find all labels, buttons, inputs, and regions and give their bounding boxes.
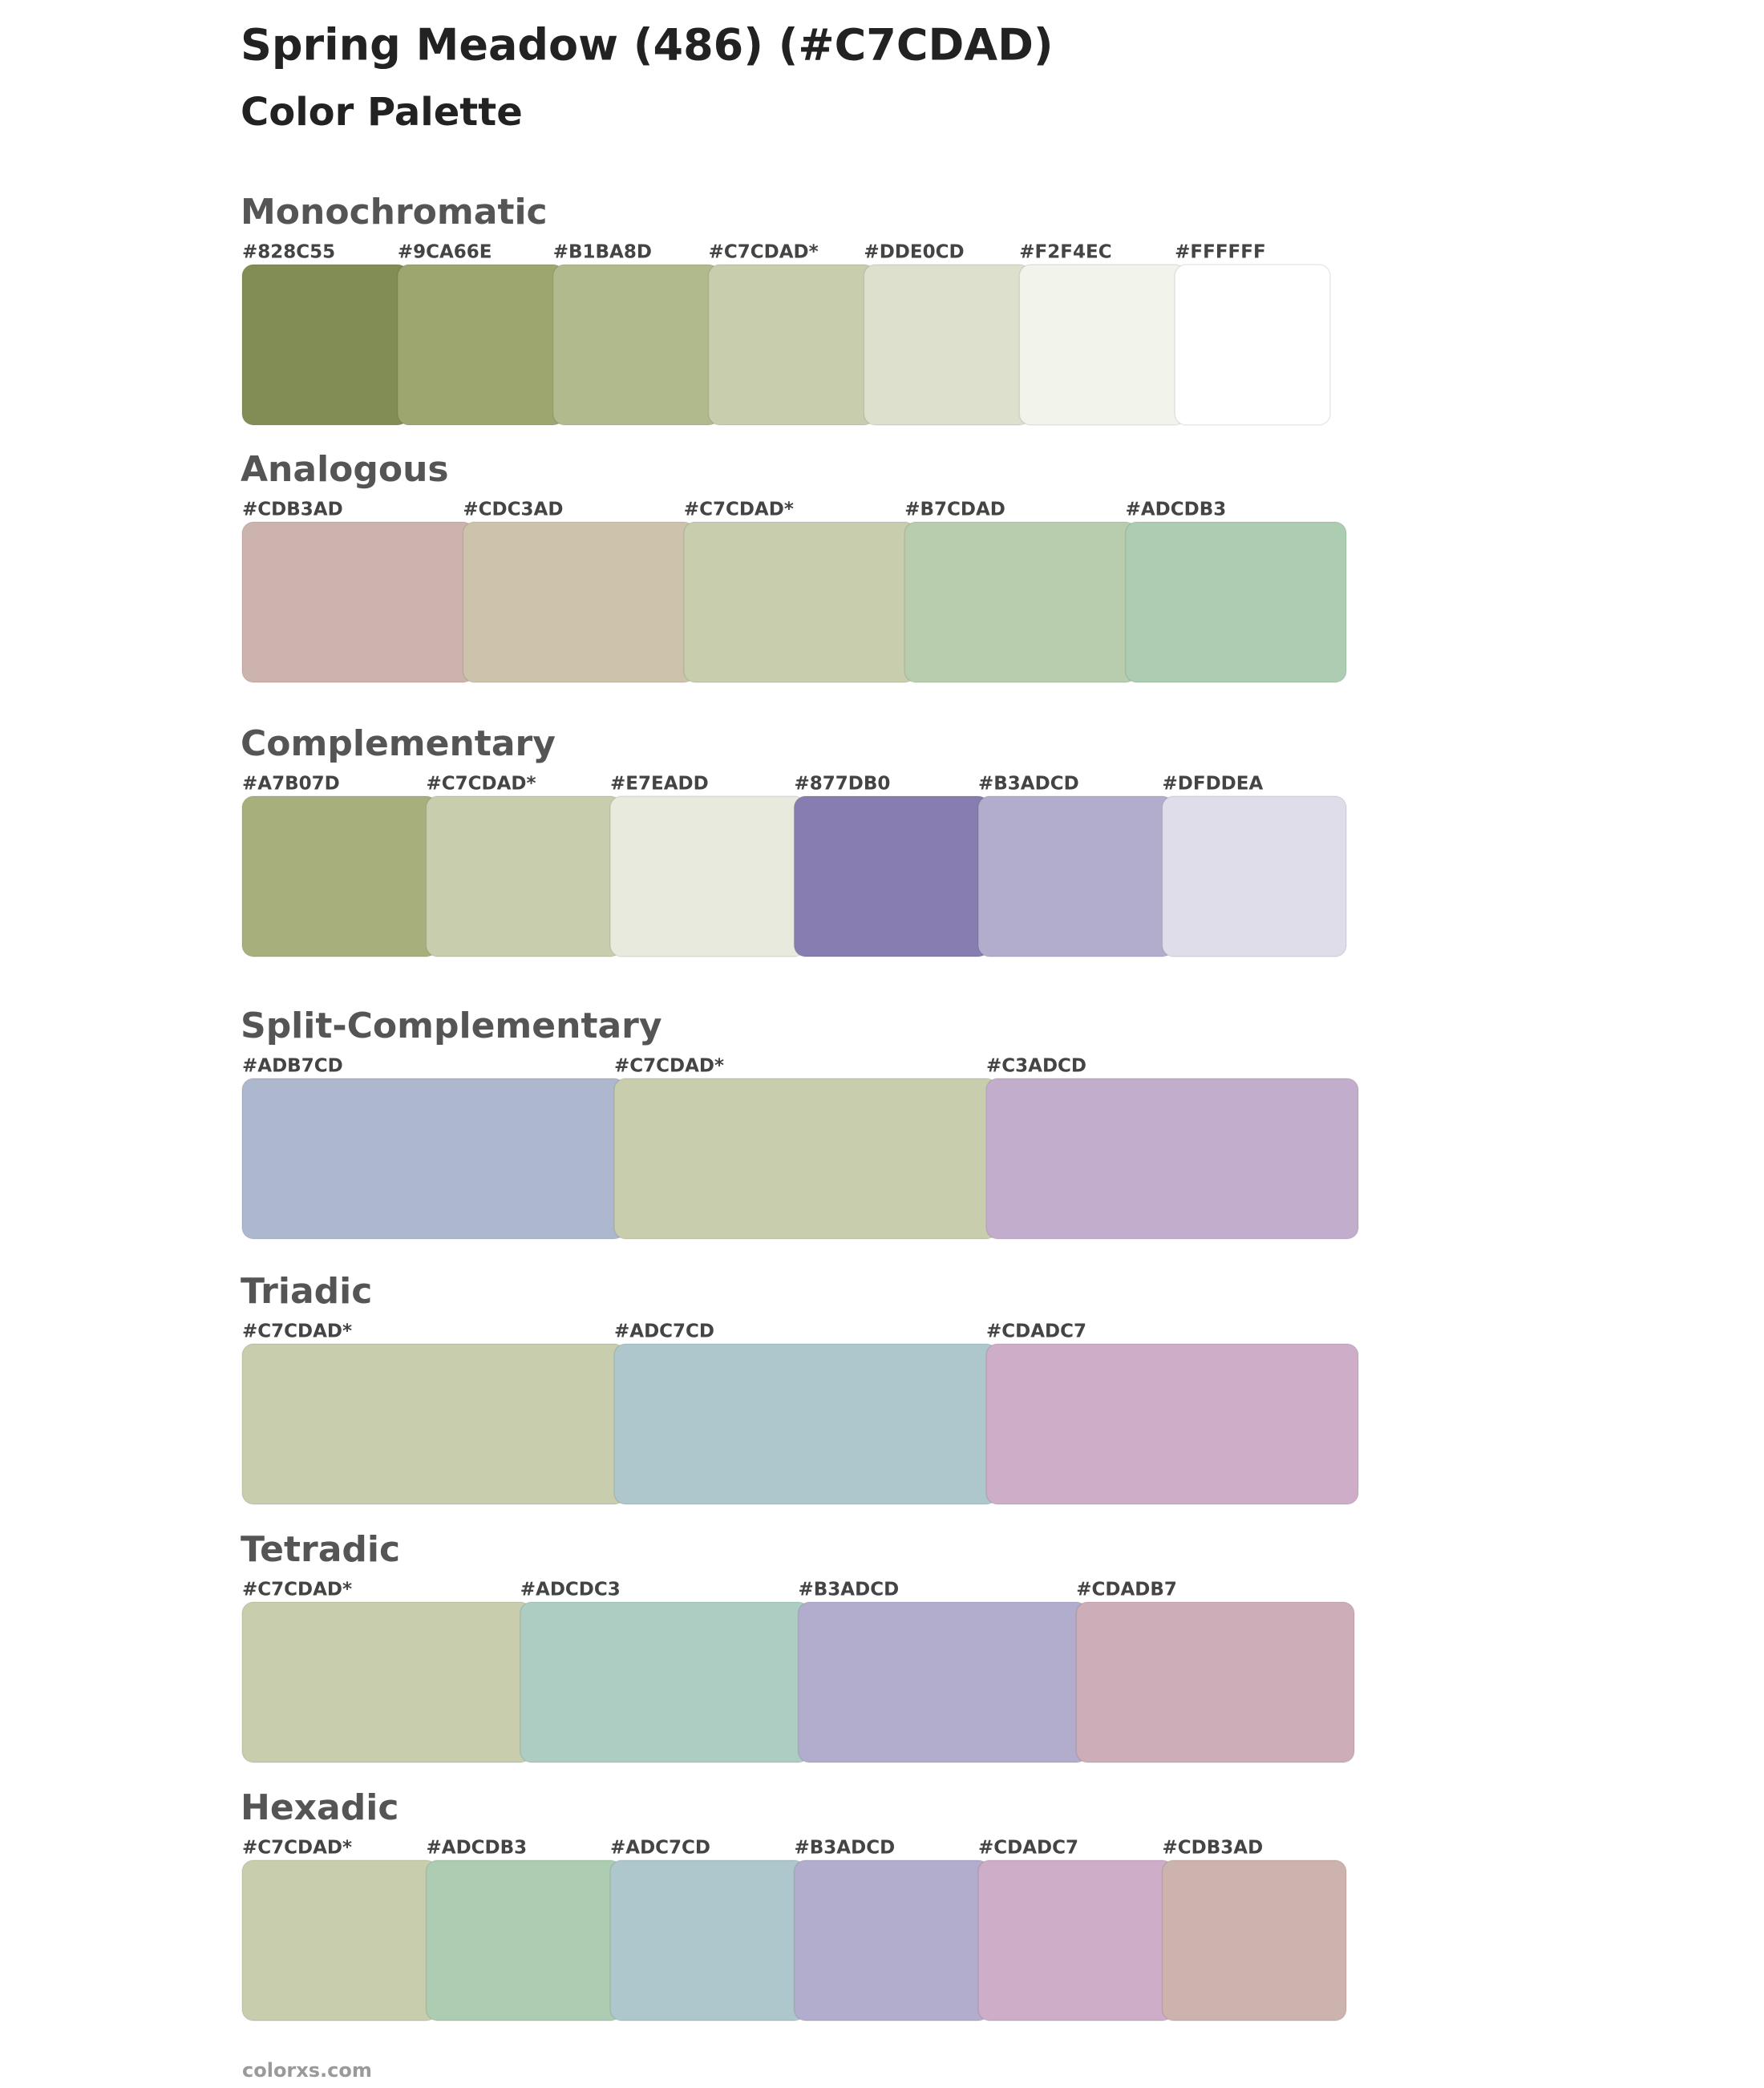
palette-section: Split-Complementary #ADB7CD #C7CDAD* #C3ADC… [241,1006,1359,1240]
swatch-label: #DFDDEA [1163,774,1264,795]
swatch-label: #F2F4EC [1019,242,1111,263]
swatch-label: #ADC7CD [614,1321,714,1342]
swatch-label: #C7CDAD* [709,242,819,263]
color-swatch [241,1859,439,2021]
color-swatch [985,1078,1359,1240]
swatch-label: #828C55 [242,242,335,263]
palette-section: Analogous #CDB3AD #CDC3AD #C7CDAD* #B7CDAD #A… [241,449,1347,683]
palette-section: Complementary #A7B07D #C7CDAD* #E7EADD #877D… [241,723,1347,957]
color-swatch [1018,264,1187,426]
color-swatch [793,795,990,957]
swatch-label: #CDB3AD [242,500,343,520]
color-swatch [904,521,1138,683]
color-swatch [609,1859,807,2021]
swatch-label: #C7CDAD* [684,500,794,520]
palette-section: Hexadic #C7CDAD* #ADCDB3 #ADC7CD #B3ADCD #CDA… [241,1787,1347,2021]
swatch-label: #E7EADD [610,774,709,795]
color-swatch [797,1601,1088,1763]
swatch-label: #CDB3AD [1163,1838,1264,1859]
swatch-label: #ADCDC3 [520,1580,621,1600]
color-swatch [397,264,565,426]
swatch-label: #CDADB7 [1076,1580,1177,1600]
color-swatch [241,521,475,683]
section-title: Analogous [241,449,449,490]
color-swatch [520,1601,811,1763]
swatch-label: #ADCDB3 [1126,500,1227,520]
color-swatch [1161,795,1347,957]
section-title: Monochromatic [241,192,548,233]
palette-section: Monochromatic #828C55 #9CA66E #B1BA8D #C7CDA… [241,192,1331,426]
swatch-label: #877DB0 [795,774,891,795]
swatch-label: #CDADC7 [978,1838,1078,1859]
color-swatch [683,521,916,683]
swatch-label: #DDE0CD [864,242,964,263]
swatch-label: #ADB7CD [242,1056,343,1077]
page-title: Spring Meadow (486) (#C7CDAD) [241,20,1054,71]
section-title: Triadic [241,1271,372,1312]
color-swatch [977,795,1175,957]
color-swatch [1161,1859,1347,2021]
color-swatch [609,795,807,957]
color-swatch [977,1859,1175,2021]
color-swatch [863,264,1032,426]
swatch-label: #A7B07D [242,774,340,795]
color-swatch [241,795,439,957]
page-subtitle: Color Palette [241,90,523,135]
site-footer[interactable]: colorxs.com [242,2059,372,2082]
palette-section: Tetradic #C7CDAD* #ADCDC3 #B3ADCD #CDADB7 [241,1529,1355,1763]
swatch-label: #ADC7CD [610,1838,710,1859]
section-title: Complementary [241,723,556,764]
swatch-label: #C7CDAD* [242,1838,352,1859]
section-title: Split-Complementary [241,1006,662,1046]
color-swatch [462,521,696,683]
color-swatch [707,264,876,426]
swatch-label: #B3ADCD [978,774,1079,795]
color-swatch [1174,264,1331,426]
swatch-label: #B3ADCD [799,1580,900,1600]
swatch-label: #B7CDAD [904,500,1005,520]
color-swatch [613,1078,998,1240]
swatch-label: #FFFFFF [1175,242,1266,263]
swatch-label: #ADCDB3 [427,1838,528,1859]
color-swatch [985,1343,1359,1505]
swatch-label: #C7CDAD* [427,774,536,795]
swatch-label: #CDC3AD [463,500,563,520]
color-swatch [241,1078,626,1240]
swatch-label: #C3ADCD [986,1056,1086,1077]
color-swatch [1075,1601,1355,1763]
color-swatch [241,1601,532,1763]
swatch-label: #B3ADCD [795,1838,896,1859]
color-swatch [425,1859,622,2021]
color-swatch [241,1343,626,1505]
section-title: Hexadic [241,1787,399,1828]
color-swatch [552,264,721,426]
palette-section: Triadic #C7CDAD* #ADC7CD #CDADC7 [241,1271,1359,1505]
color-swatch [793,1859,990,2021]
swatch-label: #C7CDAD* [242,1321,352,1342]
swatch-label: #C7CDAD* [242,1580,352,1600]
color-swatch [613,1343,998,1505]
color-swatch [425,795,622,957]
swatch-label: #B1BA8D [553,242,652,263]
swatch-label: #C7CDAD* [614,1056,724,1077]
color-swatch [241,264,410,426]
color-swatch [1124,521,1347,683]
swatch-label: #CDADC7 [986,1321,1086,1342]
section-title: Tetradic [241,1529,400,1570]
swatch-label: #9CA66E [398,242,492,263]
